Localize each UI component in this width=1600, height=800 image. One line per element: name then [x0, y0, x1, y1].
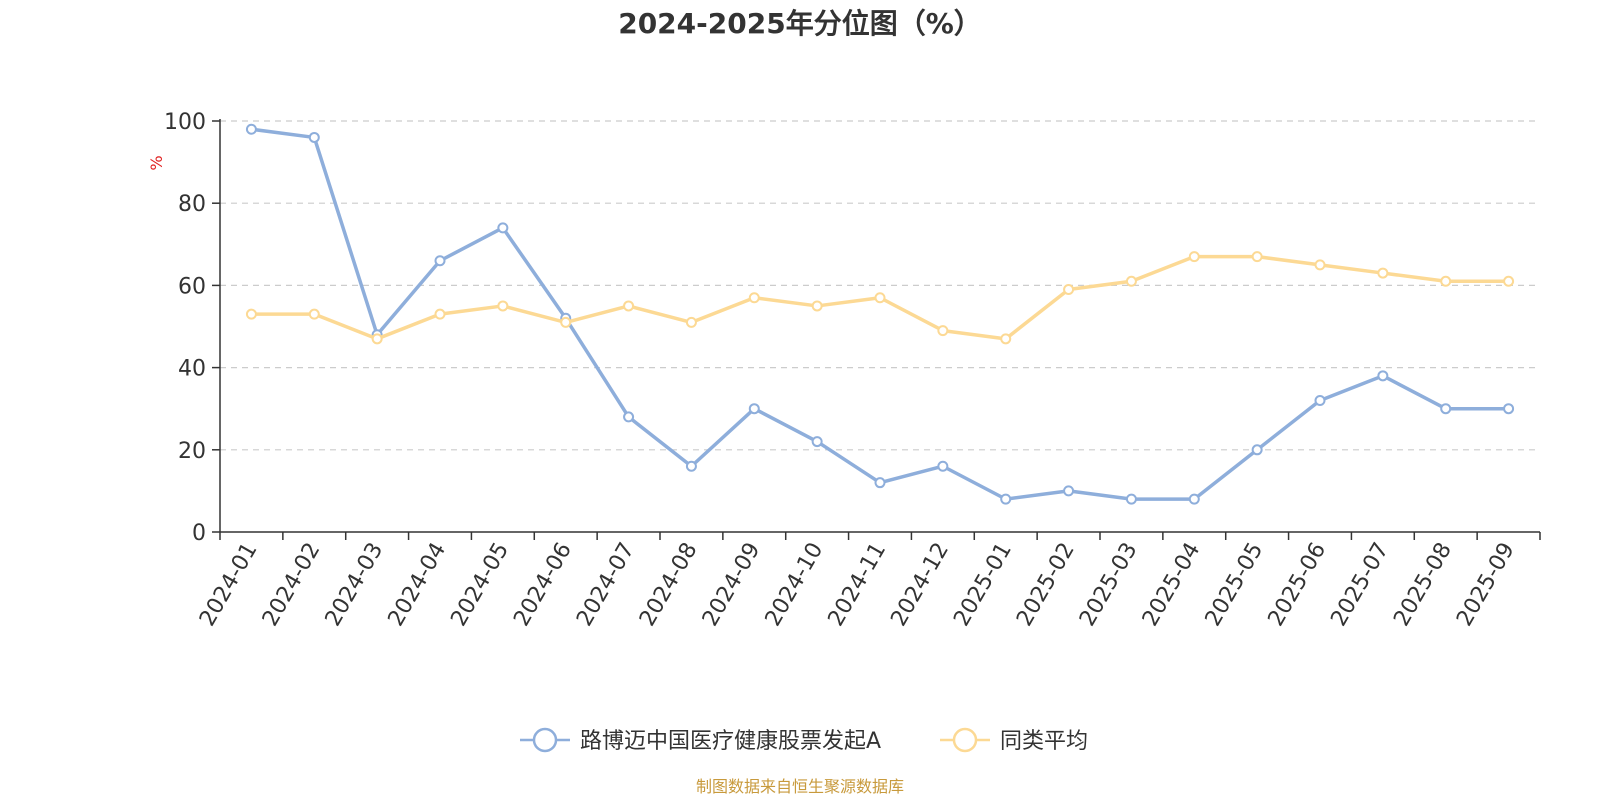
data-point: [748, 292, 760, 304]
data-point: [1188, 493, 1200, 505]
x-tick-label: 2024-02: [258, 539, 326, 631]
y-axis-label: %: [147, 155, 166, 170]
data-point: [1251, 251, 1263, 263]
legend-marker-icon: [532, 727, 558, 753]
legend-label: 同类平均: [1000, 729, 1088, 754]
data-point: [434, 255, 446, 267]
x-tick-label: 2025-06: [1264, 539, 1332, 631]
data-point: [1314, 259, 1326, 271]
data-point: [1000, 493, 1012, 505]
y-tick-label: 20: [178, 439, 206, 464]
data-point: [497, 222, 509, 234]
legend-label: 路博迈中国医疗健康股票发起A: [580, 729, 881, 754]
legend-item-1[interactable]: 路博迈中国医疗健康股票发起A: [520, 727, 881, 754]
y-tick-label: 80: [178, 192, 206, 217]
x-tick-label: 2024-10: [761, 539, 829, 631]
data-point: [245, 123, 257, 135]
data-point: [560, 316, 572, 328]
data-point: [1000, 333, 1012, 345]
data-point: [245, 308, 257, 320]
data-point: [497, 300, 509, 312]
x-tick-label: 2025-03: [1075, 539, 1143, 631]
data-point: [1503, 275, 1515, 287]
data-point: [685, 460, 697, 472]
data-point: [1125, 493, 1137, 505]
data-point: [685, 316, 697, 328]
data-point: [1503, 403, 1515, 415]
x-tick-label: 2024-11: [824, 539, 892, 631]
data-point: [308, 131, 320, 143]
data-point: [811, 436, 823, 448]
chart-title: 2024-2025年分位图（%）: [618, 7, 982, 40]
x-tick-label: 2025-01: [949, 539, 1017, 631]
data-point: [1440, 275, 1452, 287]
x-tick-label: 2024-07: [572, 539, 640, 631]
data-point: [1314, 394, 1326, 406]
data-point: [874, 477, 886, 489]
series-1: [245, 123, 1515, 505]
y-tick-label: 60: [178, 274, 206, 299]
data-point: [623, 411, 635, 423]
legend[interactable]: 路博迈中国医疗健康股票发起A 同类平均: [520, 727, 1088, 754]
data-point: [1377, 370, 1389, 382]
x-tick-label: 2024-05: [446, 539, 514, 631]
series-group: [245, 123, 1515, 505]
x-tick-label: 2025-09: [1452, 539, 1520, 631]
x-tick-label: 2025-07: [1326, 539, 1394, 631]
x-tick-label: 2025-02: [1012, 539, 1080, 631]
x-tick-label: 2024-04: [384, 539, 452, 631]
y-tick-label: 0: [192, 521, 206, 546]
x-tick-label: 2024-03: [321, 539, 389, 631]
data-point: [811, 300, 823, 312]
legend-item-2[interactable]: 同类平均: [940, 727, 1088, 754]
x-tick-label: 2024-06: [509, 539, 577, 631]
data-point: [1125, 275, 1137, 287]
y-axis: 0 20 40 60 80 100: [164, 110, 221, 546]
data-point: [1377, 267, 1389, 279]
data-point: [1188, 251, 1200, 263]
grid-lines: [220, 120, 1540, 451]
x-tick-label: 2024-08: [635, 539, 703, 631]
x-tick-label: 2024-01: [195, 539, 263, 631]
data-point: [1251, 444, 1263, 456]
data-point: [748, 403, 760, 415]
data-point: [1063, 284, 1075, 296]
x-tick-label: 2025-05: [1201, 539, 1269, 631]
data-point: [308, 308, 320, 320]
source-note: 制图数据来自恒生聚源数据库: [696, 777, 904, 796]
legend-marker-icon: [952, 727, 978, 753]
y-tick-label: 40: [178, 357, 206, 382]
x-tick-label: 2025-04: [1138, 539, 1206, 631]
x-tick-label: 2024-09: [698, 539, 766, 631]
series-2: [245, 251, 1515, 345]
x-tick-label: 2025-08: [1389, 539, 1457, 631]
data-point: [1440, 403, 1452, 415]
data-point: [623, 300, 635, 312]
data-point: [937, 460, 949, 472]
x-tick-label: 2024-12: [886, 539, 954, 631]
data-point: [1063, 485, 1075, 497]
data-point: [874, 292, 886, 304]
x-axis: 2024-012024-022024-032024-042024-052024-…: [195, 531, 1541, 631]
data-point: [937, 325, 949, 337]
data-point: [371, 333, 383, 345]
data-point: [434, 308, 446, 320]
y-tick-label: 100: [164, 110, 206, 135]
